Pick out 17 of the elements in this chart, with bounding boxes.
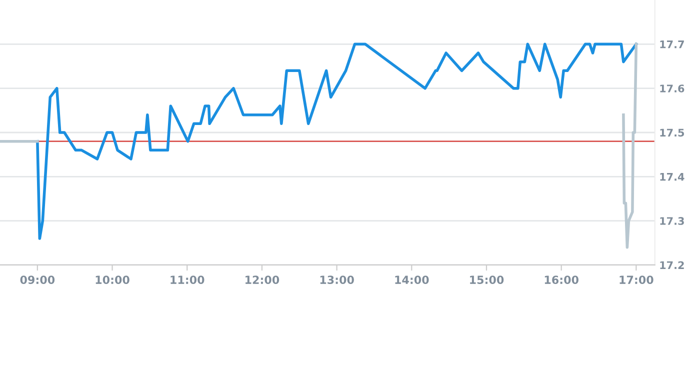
- x-tick-label: 11:00: [170, 276, 204, 284]
- x-tick-label: 09:00: [20, 276, 55, 284]
- line-series: [36, 42, 638, 240]
- x-tick-label: 14:00: [395, 276, 429, 284]
- y-tick-label: 17.3: [660, 217, 684, 225]
- x-tick-label: 13:00: [320, 276, 354, 284]
- x-tick-label: 17:00: [620, 276, 654, 284]
- x-tick-label: 10:00: [96, 276, 130, 284]
- y-tick-label: 17.7: [660, 40, 684, 48]
- y-tick-label: 17.6: [660, 84, 684, 92]
- y-tick-label: 17.5: [660, 128, 684, 137]
- x-tick-label: 12:00: [246, 276, 280, 284]
- x-tick-label: 16:00: [544, 276, 578, 284]
- x-tick-label: 15:00: [470, 276, 504, 284]
- y-tick-label: 17.4: [660, 173, 684, 181]
- y-tick-label: 17.2: [660, 261, 684, 269]
- line-series: [622, 42, 638, 249]
